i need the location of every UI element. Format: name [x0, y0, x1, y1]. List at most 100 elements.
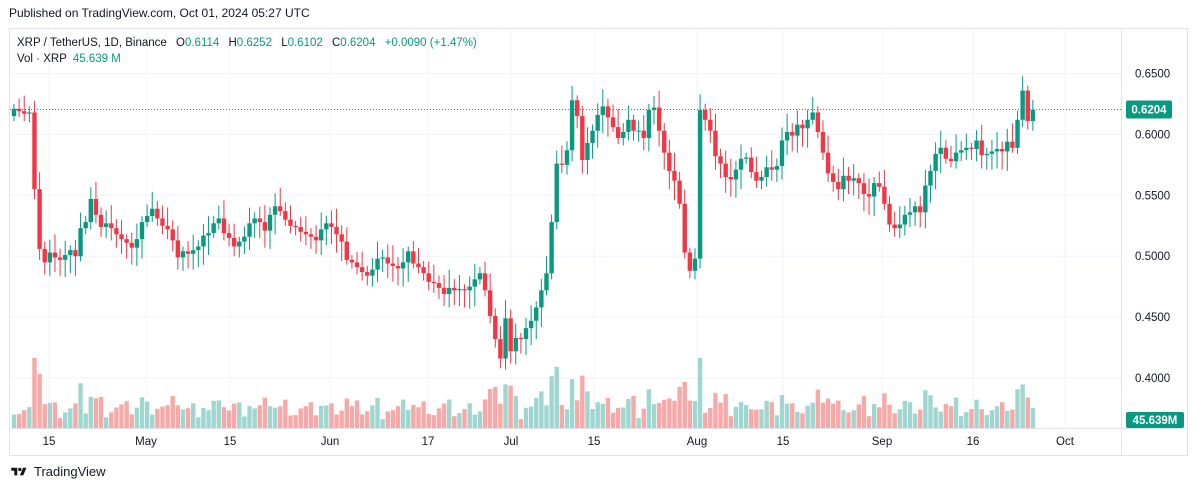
volume-bar: [57, 418, 63, 428]
candle-body: [585, 142, 590, 160]
last-price-label: 0.6204: [1131, 105, 1167, 117]
low-label: L: [281, 37, 288, 49]
volume-bar: [160, 406, 165, 428]
candle-body: [774, 166, 780, 170]
time-axis-label: Oct: [1056, 436, 1075, 448]
volume-bar: [109, 412, 114, 428]
volume-bar: [52, 402, 58, 428]
volume-bar: [339, 410, 344, 428]
candle-body: [933, 153, 938, 171]
volume-row: Vol · XRP 45.639 M: [17, 51, 477, 67]
candle-body: [452, 287, 457, 291]
volume-bar: [928, 395, 933, 428]
candle-body: [267, 214, 273, 231]
chart-legend: XRP / TetherUS, 1D, Binance O0.6114 H0.6…: [17, 35, 477, 67]
candle-body: [400, 262, 406, 269]
volume-bar: [380, 419, 385, 428]
candle-body: [467, 286, 472, 291]
volume-bar: [754, 409, 759, 428]
candle-body: [32, 112, 37, 190]
candle-body: [226, 233, 232, 238]
volume-bar: [697, 358, 703, 428]
candle-body: [493, 315, 498, 340]
candle-body: [160, 218, 165, 226]
footer-brand: TradingView: [9, 464, 106, 479]
candle-body: [1025, 90, 1030, 121]
last-volume-label: 45.639M: [1133, 415, 1178, 427]
volume-bar: [759, 409, 764, 428]
candle-body: [723, 163, 728, 178]
chart-frame[interactable]: [9, 28, 1188, 456]
volume-bar: [139, 397, 145, 428]
volume-bar: [974, 399, 979, 428]
low-value: 0.6102: [287, 37, 323, 49]
volume-bar: [119, 404, 124, 428]
volume-bar: [846, 412, 851, 428]
symbol-label[interactable]: XRP / TetherUS, 1D, Binance: [17, 37, 167, 49]
candle-body: [221, 218, 227, 234]
volume-bar: [667, 398, 672, 428]
candle-body: [856, 178, 861, 184]
candle-body: [784, 131, 790, 141]
volume-bar: [452, 416, 457, 428]
volume-bar: [687, 400, 693, 428]
candle-body: [170, 229, 175, 241]
volume-bar: [319, 405, 324, 428]
published-caption: Published on TradingView.com, Oct 01, 20…: [9, 6, 310, 20]
candle-body: [892, 224, 897, 229]
candle-body: [436, 283, 442, 288]
volume-label[interactable]: Vol · XRP: [17, 53, 67, 65]
price-axis-label: 0.5500: [1135, 190, 1170, 202]
footer-brand-label: TradingView: [34, 464, 106, 479]
volume-bar: [1005, 410, 1010, 428]
candle-body: [559, 163, 565, 165]
candle-body: [247, 223, 252, 237]
candle-body: [242, 236, 247, 242]
volume-bar: [989, 410, 995, 428]
candle-body: [528, 320, 534, 329]
volume-bar: [769, 402, 774, 428]
candle-body: [836, 181, 841, 190]
candle-body: [441, 287, 447, 294]
volume-bar: [1020, 384, 1025, 428]
candle-body: [948, 158, 954, 162]
candle-body: [237, 241, 242, 247]
candle-body: [411, 251, 416, 264]
volume-bar: [103, 417, 109, 428]
candle-body: [621, 131, 626, 139]
volume-bar: [636, 418, 641, 428]
volume-bar: [354, 400, 360, 428]
volume-bar: [595, 402, 600, 428]
candle-body: [713, 130, 718, 157]
candle-body: [262, 222, 268, 231]
volume-bar: [882, 393, 887, 428]
candle-body: [1030, 110, 1036, 121]
candle-body: [365, 272, 370, 276]
time-axis-label: 17: [422, 436, 435, 448]
volume-bar: [554, 366, 559, 428]
candle-body: [631, 119, 636, 131]
candle-body: [733, 169, 739, 180]
volume-bar: [303, 406, 309, 428]
volume-bar: [805, 405, 810, 428]
candle-body: [605, 106, 611, 118]
volume-bar: [482, 399, 488, 428]
candle-body: [866, 194, 872, 197]
candle-body: [887, 203, 892, 225]
high-value: 0.6252: [236, 37, 272, 49]
volume-bar: [959, 416, 964, 428]
candle-body: [119, 234, 124, 240]
volume-bar: [585, 391, 590, 428]
candle-body: [98, 214, 104, 227]
volume-bar: [626, 399, 631, 428]
candle-body: [923, 185, 928, 213]
volume-bar: [825, 398, 831, 428]
volume-bar: [856, 404, 861, 428]
volume-bar: [539, 391, 544, 428]
candle-body: [626, 119, 631, 132]
volume-bar: [800, 413, 805, 428]
volume-bar: [774, 415, 780, 428]
candle-body: [718, 156, 723, 164]
volume-bar: [359, 414, 365, 428]
